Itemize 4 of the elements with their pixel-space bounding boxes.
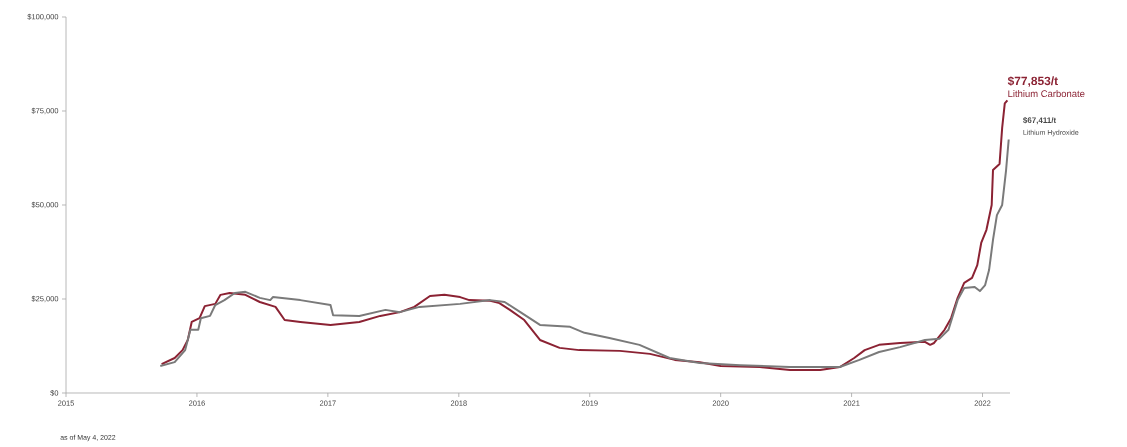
line-series xyxy=(159,138,1010,369)
line-series xyxy=(160,99,1009,372)
annotation: $77,853/t xyxy=(1007,76,1058,87)
series-label: Lithium Carbonate xyxy=(1008,90,1085,98)
